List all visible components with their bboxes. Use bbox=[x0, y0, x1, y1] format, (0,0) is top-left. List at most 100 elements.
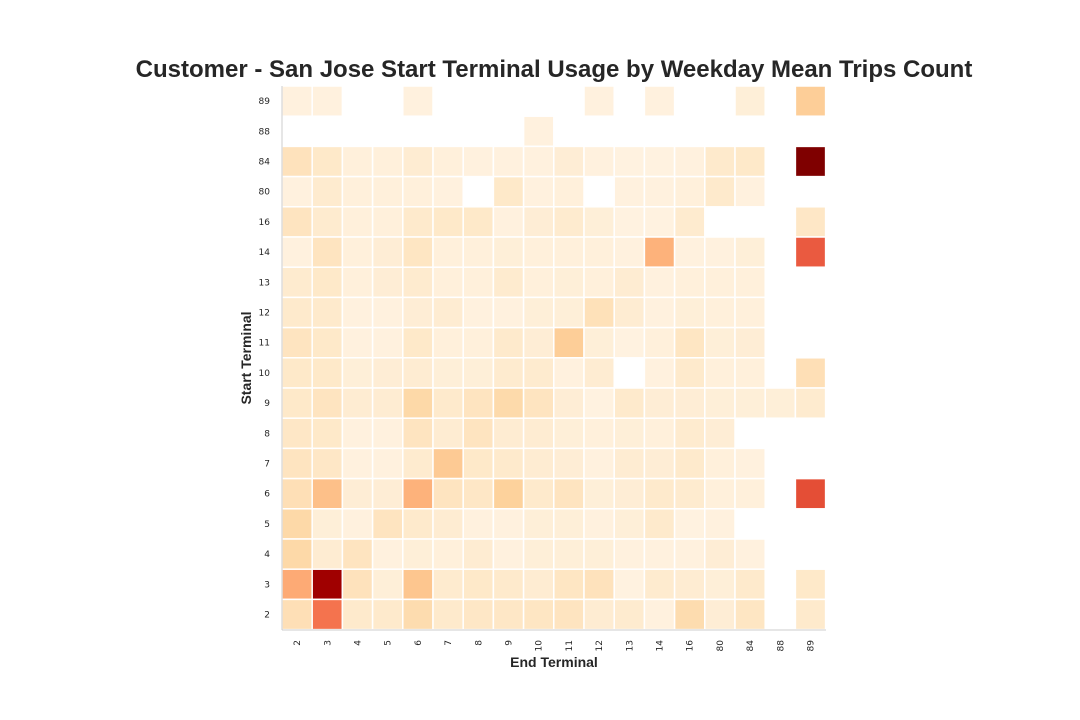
heatmap-cell bbox=[281, 206, 313, 238]
x-tick-label: 89 bbox=[807, 640, 817, 652]
heatmap-cell bbox=[402, 236, 434, 268]
heatmap-cell bbox=[643, 326, 676, 359]
heatmap-cell bbox=[462, 145, 495, 178]
x-tick-label: 14 bbox=[656, 640, 666, 652]
heatmap-cell bbox=[583, 508, 615, 540]
heatmap-cell bbox=[341, 296, 374, 329]
heatmap-cell bbox=[643, 145, 676, 178]
heatmap-cell bbox=[492, 175, 525, 208]
heatmap-cell bbox=[341, 175, 374, 208]
heatmap-cell bbox=[673, 387, 706, 419]
heatmap-cell bbox=[402, 598, 434, 631]
heatmap-cell bbox=[522, 538, 555, 570]
heatmap-cell bbox=[553, 538, 585, 570]
heatmap-cell bbox=[643, 538, 676, 570]
heatmap-cell bbox=[643, 296, 676, 329]
heatmap-cell bbox=[522, 175, 555, 208]
y-tick-label: 9 bbox=[264, 399, 270, 409]
heatmap-cell bbox=[734, 145, 766, 178]
heatmap-cell bbox=[734, 477, 766, 510]
y-tick-label: 3 bbox=[264, 580, 270, 590]
heatmap-cell bbox=[673, 508, 706, 540]
heatmap-cell bbox=[462, 266, 495, 299]
heatmap-cell bbox=[432, 538, 464, 570]
x-tick-label: 4 bbox=[354, 640, 364, 646]
heatmap-cell bbox=[673, 175, 706, 208]
heatmap-cell bbox=[371, 417, 404, 450]
y-tick-label: 89 bbox=[259, 97, 271, 107]
y-tick-label: 4 bbox=[264, 550, 270, 560]
heatmap-cell bbox=[311, 568, 344, 601]
heatmap-cell bbox=[583, 206, 615, 238]
heatmap-cell bbox=[734, 538, 766, 570]
heatmap-cell bbox=[462, 417, 495, 450]
heatmap-cell bbox=[673, 236, 706, 268]
heatmap-cell bbox=[281, 236, 313, 268]
heatmap-cell bbox=[704, 357, 736, 389]
heatmap-cell bbox=[492, 508, 525, 540]
heatmap-cell bbox=[704, 538, 736, 570]
heatmap-cell bbox=[402, 85, 434, 117]
heatmap-cell bbox=[613, 568, 646, 601]
x-tick-label: 6 bbox=[414, 640, 424, 646]
heatmap-cell bbox=[371, 145, 404, 178]
heatmap-cell bbox=[281, 477, 313, 510]
heatmap-cell bbox=[613, 417, 646, 450]
heatmap-cell bbox=[341, 598, 374, 631]
heatmap-cell bbox=[522, 357, 555, 389]
heatmap-cell bbox=[643, 477, 676, 510]
y-tick-label: 13 bbox=[259, 278, 270, 288]
heatmap-cell bbox=[341, 145, 374, 178]
heatmap-cell bbox=[462, 538, 495, 570]
heatmap-cell bbox=[613, 508, 646, 540]
heatmap-cell bbox=[462, 236, 495, 268]
heatmap-cells bbox=[281, 85, 827, 631]
heatmap-cell bbox=[613, 236, 646, 268]
heatmap-cell bbox=[583, 417, 615, 450]
heatmap-cell bbox=[553, 447, 585, 480]
heatmap-cell bbox=[734, 236, 766, 268]
heatmap-cell bbox=[553, 568, 585, 601]
heatmap-cell bbox=[281, 175, 313, 208]
heatmap-cell bbox=[643, 598, 676, 631]
heatmap-cell bbox=[522, 447, 555, 480]
heatmap-cell bbox=[311, 296, 344, 329]
heatmap-cell bbox=[734, 326, 766, 359]
heatmap-cell bbox=[553, 175, 585, 208]
heatmap-cell bbox=[281, 417, 313, 450]
heatmap-cell bbox=[734, 357, 766, 389]
heatmap-cell bbox=[643, 417, 676, 450]
heatmap-cell bbox=[341, 266, 374, 299]
heatmap-cell bbox=[673, 447, 706, 480]
heatmap-cell bbox=[704, 417, 736, 450]
heatmap-cell bbox=[402, 568, 434, 601]
heatmap-cell bbox=[492, 538, 525, 570]
heatmap-cell bbox=[522, 236, 555, 268]
heatmap-cell bbox=[432, 508, 464, 540]
y-tick-label: 7 bbox=[264, 460, 270, 470]
heatmap-cell bbox=[613, 538, 646, 570]
heatmap-cell bbox=[281, 85, 313, 117]
heatmap-cell bbox=[583, 357, 615, 389]
heatmap-cell bbox=[553, 357, 585, 389]
heatmap-cell bbox=[734, 85, 766, 117]
heatmap-cell bbox=[673, 206, 706, 238]
heatmap-cell bbox=[522, 296, 555, 329]
heatmap-cell bbox=[613, 266, 646, 299]
heatmap-cell bbox=[583, 296, 615, 329]
heatmap-cell bbox=[371, 175, 404, 208]
y-tick-label: 16 bbox=[259, 218, 271, 228]
heatmap-cell bbox=[643, 175, 676, 208]
heatmap-cell bbox=[734, 296, 766, 329]
heatmap-cell bbox=[311, 477, 344, 510]
heatmap-cell bbox=[462, 206, 495, 238]
heatmap-cell bbox=[341, 447, 374, 480]
heatmap-cell bbox=[553, 266, 585, 299]
heatmap-cell bbox=[371, 447, 404, 480]
heatmap-cell bbox=[583, 568, 615, 601]
heatmap-cell bbox=[311, 508, 344, 540]
heatmap-cell bbox=[583, 477, 615, 510]
heatmap-cell bbox=[794, 477, 827, 510]
heatmap-cell bbox=[613, 145, 646, 178]
heatmap-cell bbox=[522, 326, 555, 359]
